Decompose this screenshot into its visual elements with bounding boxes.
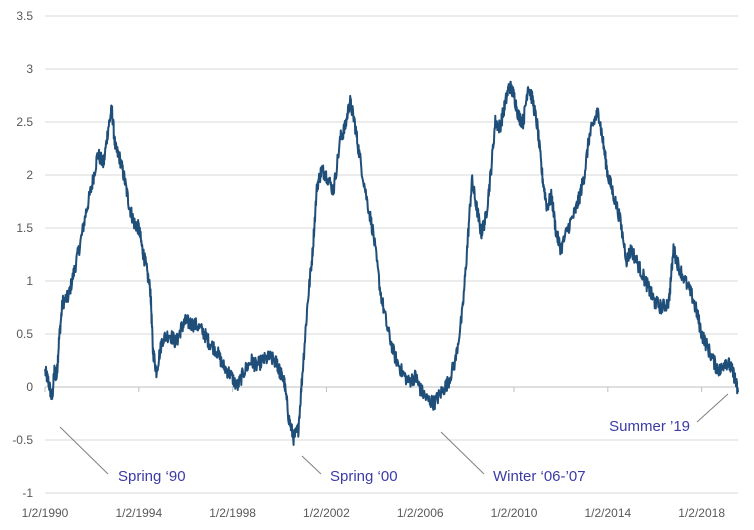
y-tick-label: 0 (26, 380, 33, 394)
y-tick-label: 2 (26, 168, 33, 182)
series-layer (44, 80, 739, 446)
y-tick-label: 1 (26, 274, 33, 288)
x-tick-label: 1/2/2014 (584, 506, 631, 520)
y-tick-label: 2.5 (16, 115, 33, 129)
series-line-spread (44, 80, 739, 446)
x-tick-labels: 1/2/1990 1/2/1994 1/2/1998 1/2/2002 1/2/2006… (22, 506, 726, 520)
annotation-leader (696, 393, 729, 423)
annotation-label: Summer ’19 (609, 418, 690, 435)
x-tick-label: 1/2/1998 (209, 506, 256, 520)
annotation-leader (440, 431, 485, 475)
y-tick-label: 1.5 (16, 221, 33, 235)
annotation-label: Winter ‘06-’07 (493, 468, 586, 485)
y-tick-label: 0.5 (16, 327, 33, 341)
annotation-label: Spring ‘90 (118, 468, 186, 485)
y-tick-label: 3.5 (16, 9, 33, 23)
annotation-leader (301, 455, 322, 475)
y-tick-labels: -1 -0.5 0 0.5 1 1.5 2 2.5 3 3.5 (12, 9, 33, 500)
gridlines (45, 15, 738, 494)
annotation-label: Spring ‘00 (330, 468, 398, 485)
x-tick-label: 1/2/2006 (397, 506, 444, 520)
annotations: Spring ‘90 Spring ‘00 Winter ‘06-’07 Summer… (59, 393, 729, 485)
axes (44, 386, 738, 392)
x-tick-label: 1/2/2010 (491, 506, 538, 520)
y-tick-label: -1 (22, 486, 33, 500)
x-tick-label: 1/2/2018 (678, 506, 725, 520)
y-tick-label: 3 (26, 62, 33, 76)
x-tick-label: 1/2/2002 (303, 506, 350, 520)
x-tick-label: 1/2/1994 (115, 506, 162, 520)
y-tick-label: -0.5 (12, 433, 33, 447)
x-tick-label: 1/2/1990 (22, 506, 69, 520)
annotation-leader (59, 426, 109, 475)
